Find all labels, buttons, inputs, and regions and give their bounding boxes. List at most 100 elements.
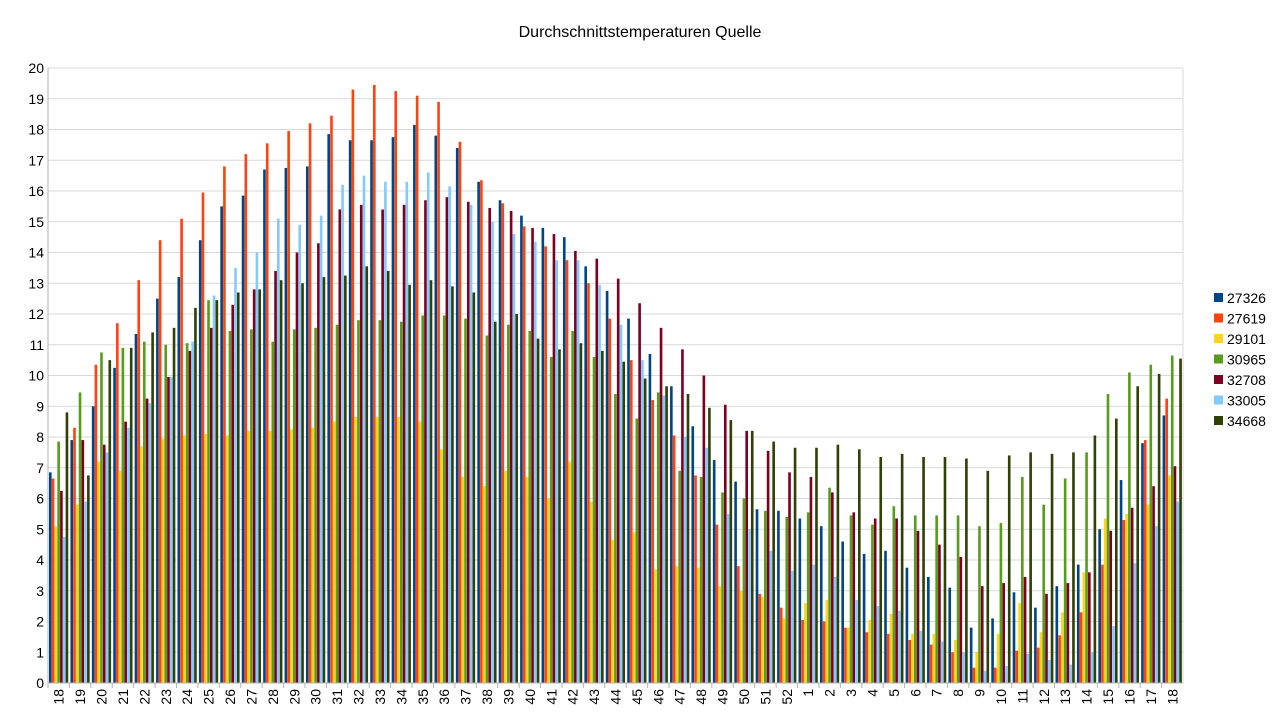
bar-34668: [579, 343, 583, 683]
bar-30965: [271, 341, 275, 683]
bar-33005: [1176, 501, 1180, 683]
bar-27326: [691, 426, 695, 683]
bar-29101: [183, 435, 186, 683]
bar-29101: [804, 603, 807, 683]
x-tick-label: 25: [201, 689, 217, 705]
bar-27326: [755, 509, 759, 683]
legend-swatch-29101: [1214, 334, 1223, 343]
bar-32708: [766, 450, 770, 683]
bar-27326: [670, 386, 673, 683]
bar-27619: [437, 101, 440, 683]
x-tick-label: 16: [1121, 689, 1137, 705]
bar-29101: [268, 430, 272, 683]
bar-30965: [849, 515, 853, 683]
x-tick-label: 24: [179, 689, 195, 705]
bar-27619: [1101, 564, 1104, 683]
bar-30965: [999, 523, 1003, 683]
x-tick-label: 43: [586, 689, 602, 705]
bar-33005: [341, 184, 344, 683]
bar-32708: [488, 207, 492, 683]
bar-33005: [576, 260, 580, 683]
x-tick-label: 27: [243, 689, 259, 705]
bar-30965: [121, 347, 125, 683]
bar-33005: [277, 218, 280, 684]
bar-34668: [708, 407, 711, 683]
bar-29101: [889, 613, 893, 683]
bar-27326: [1162, 415, 1166, 683]
bar-27619: [1058, 635, 1061, 683]
bar-27326: [498, 200, 502, 683]
y-tick-label: 8: [36, 429, 44, 445]
legend: 27326 27619 29101 30965 32708 33005 34668: [1214, 290, 1266, 429]
bar-27326: [327, 134, 331, 684]
bar-30965: [913, 515, 917, 683]
bar-34668: [793, 447, 797, 683]
bar-32708: [659, 327, 663, 683]
y-tick-label: 1: [36, 644, 44, 660]
legend-swatch-33005: [1214, 395, 1223, 405]
bar-30965: [699, 476, 703, 683]
bar-27326: [948, 587, 952, 683]
bar-33005: [641, 360, 644, 683]
bar-34668: [622, 361, 626, 683]
bar-29101: [140, 446, 143, 683]
bar-27619: [822, 621, 826, 683]
bar-27619: [1015, 650, 1019, 683]
bar-27326: [156, 298, 159, 683]
bar-34668: [836, 444, 840, 683]
bar-29101: [75, 504, 79, 683]
bar-30965: [764, 510, 767, 683]
bar-33005: [598, 284, 601, 683]
bar-30965: [57, 441, 60, 683]
bar-33005: [319, 215, 323, 683]
bar-29101: [311, 427, 315, 683]
bar-30965: [442, 315, 446, 683]
bar-32708: [1002, 583, 1005, 683]
bar-33005: [790, 570, 794, 683]
bar-30965: [357, 320, 360, 683]
bar-33005: [555, 260, 559, 683]
bar-33005: [234, 267, 237, 683]
bar-29101: [568, 461, 572, 683]
bar-27619: [1143, 440, 1147, 683]
bar-30965: [742, 498, 746, 683]
bar-33005: [683, 437, 687, 683]
x-tick-label: 44: [608, 689, 624, 705]
x-tick-label: 48: [693, 689, 709, 705]
bar-32708: [145, 398, 149, 683]
bar-27326: [220, 206, 223, 683]
bar-30965: [1085, 452, 1088, 683]
bar-27619: [587, 283, 590, 683]
bar-34668: [536, 338, 540, 683]
bar-29101: [718, 586, 722, 683]
bar-33005: [1026, 653, 1030, 683]
bar-27619: [608, 318, 612, 683]
bar-27619: [351, 89, 355, 683]
bar-32708: [424, 200, 427, 683]
x-tick-label: 41: [543, 689, 559, 705]
bar-29101: [461, 476, 465, 683]
x-tick-label: 32: [351, 689, 367, 705]
bar-29101: [654, 569, 657, 683]
bar-33005: [748, 529, 751, 683]
bar-32708: [531, 227, 534, 683]
bar-32708: [445, 197, 449, 683]
bar-33005: [105, 452, 109, 683]
bar-32708: [466, 201, 470, 683]
bar-32708: [595, 258, 599, 683]
bar-33005: [148, 403, 152, 683]
bar-34668: [87, 475, 90, 683]
bar-33005: [1112, 626, 1115, 683]
bar-34668: [493, 321, 497, 683]
y-tick-label: 17: [28, 152, 44, 168]
bar-30965: [571, 330, 574, 683]
bar-33005: [940, 641, 944, 683]
bar-32708: [1066, 583, 1070, 683]
legend-swatch-32708: [1214, 375, 1223, 384]
bar-27326: [455, 147, 459, 683]
y-tick-label: 11: [29, 337, 44, 353]
bar-29101: [932, 633, 936, 683]
bar-27619: [265, 143, 269, 683]
bar-27619: [458, 141, 462, 684]
